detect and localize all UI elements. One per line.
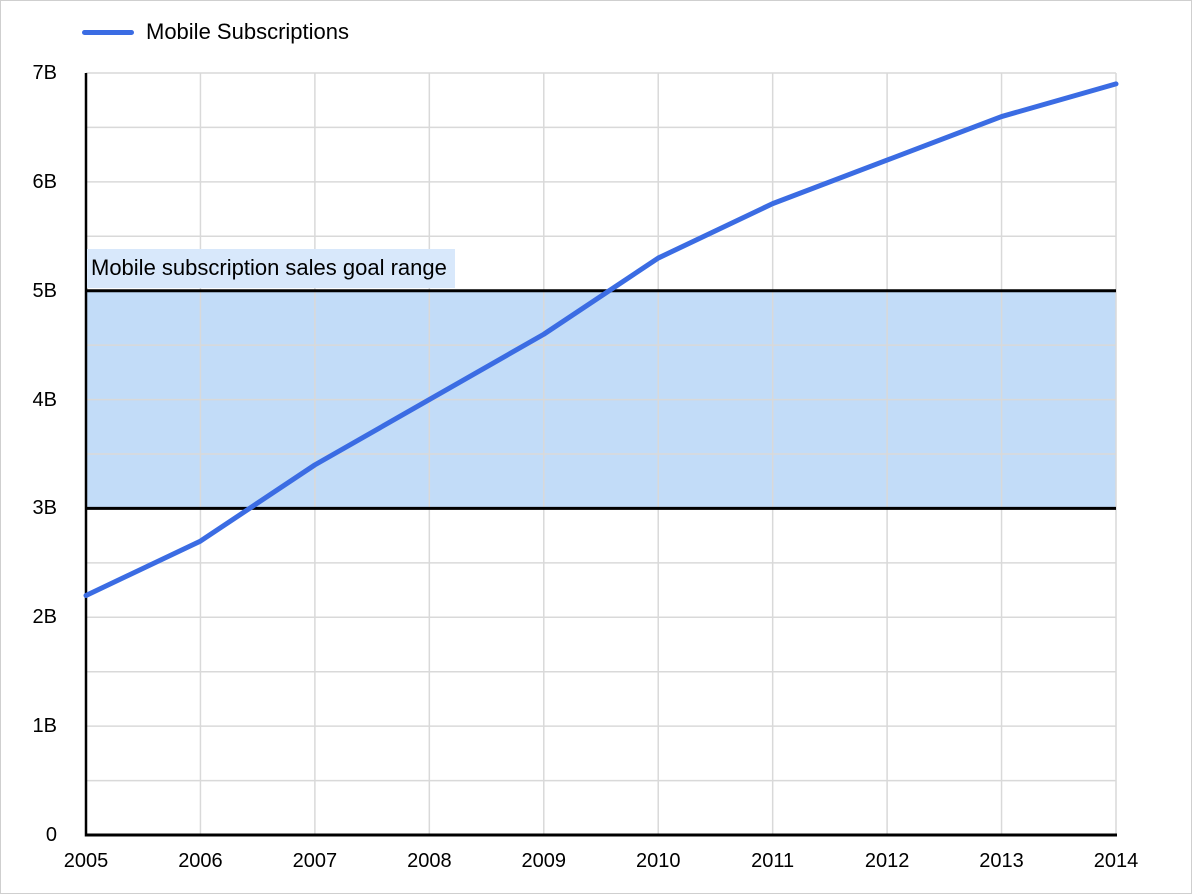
legend: Mobile Subscriptions	[82, 19, 349, 44]
y-axis-tick-label: 4B	[32, 388, 57, 411]
y-axis-tick-label: 6B	[32, 170, 57, 193]
y-axis-tick-label: 7B	[32, 62, 57, 84]
legend-series-label: Mobile Subscriptions	[146, 19, 349, 44]
x-axis-tick-label: 2005	[63, 850, 109, 872]
x-axis-tick-label: 2013	[979, 850, 1024, 872]
x-axis-tick-label: 2007	[292, 850, 338, 872]
legend-line-swatch	[82, 29, 134, 35]
x-axis-tick-label: 2008	[407, 850, 452, 872]
series-line-mobile-subscriptions	[83, 81, 1119, 599]
x-axis-tick-label: 2006	[178, 850, 223, 872]
x-axis-tick-label: 2010	[635, 850, 681, 872]
x-axis-tick-label: 2012	[864, 850, 910, 872]
y-axis-tick-label: 3B	[32, 497, 57, 520]
x-axis-tick-label: 2014	[1093, 850, 1139, 872]
y-axis-tick-label: 5B	[32, 279, 57, 302]
y-axis-tick-label: 2B	[32, 606, 57, 629]
y-axis-tick-label: 0	[45, 824, 57, 846]
x-axis-tick-label: 2011	[751, 850, 795, 872]
goal-band-label: Mobile subscription sales goal range	[87, 249, 455, 288]
y-axis-tick-label: 1B	[32, 715, 57, 738]
x-axis-tick-label: 2009	[521, 850, 567, 872]
